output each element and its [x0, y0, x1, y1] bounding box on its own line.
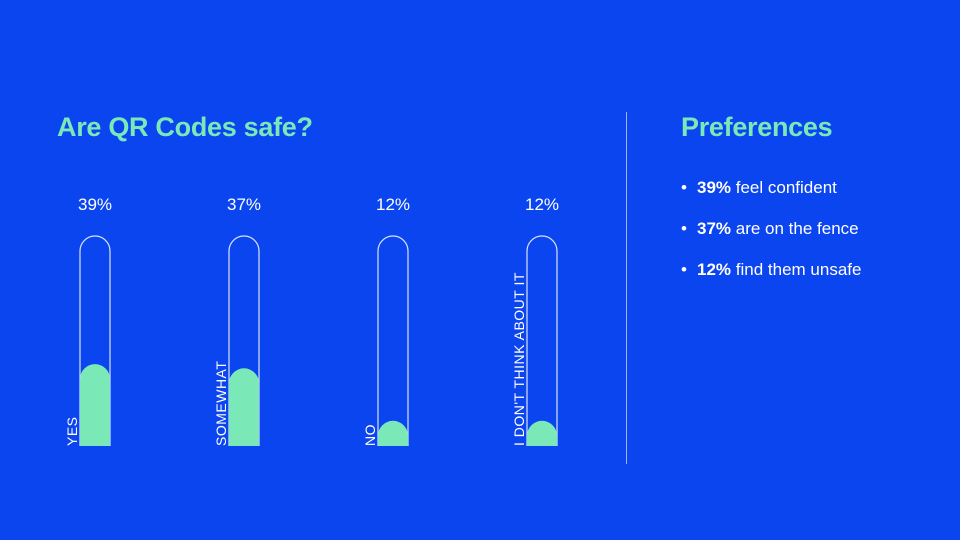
value-label: 37%: [227, 195, 261, 214]
category-label: SOMEWHAT: [213, 361, 229, 446]
bullet-icon: •: [681, 219, 687, 238]
preference-text: feel confident: [731, 178, 837, 197]
bar: [229, 368, 259, 446]
thermometer-bar-chart: 39% YES 37% SOMEWHAT 12% NO 12% I DON'T THINK A…: [64, 195, 559, 446]
value-label: 39%: [78, 195, 112, 214]
bar-outline: [377, 235, 409, 446]
bar-outline: [526, 235, 558, 446]
bar-outline: [79, 235, 111, 446]
category-label: I DON'T THINK ABOUT IT: [511, 272, 527, 446]
bullet-icon: •: [681, 260, 687, 279]
preference-item: • 37% are on the fence: [681, 217, 861, 258]
preferences-title: Preferences: [681, 112, 833, 142]
preference-value: 39%: [697, 178, 732, 197]
value-label: 12%: [525, 195, 559, 214]
preference-text: are on the fence: [731, 219, 859, 238]
preferences-list: • 39% feel confident • 37% are on the fenc…: [681, 176, 861, 299]
bar: [527, 420, 557, 446]
vertical-divider: [626, 112, 627, 464]
bar-outline: [228, 235, 260, 446]
value-label: 12%: [376, 195, 410, 214]
preference-text: find them unsafe: [731, 260, 862, 279]
preference-value: 37%: [697, 219, 732, 238]
category-label: NO: [362, 424, 378, 446]
preference-value: 12%: [697, 260, 732, 279]
bullet-icon: •: [681, 178, 687, 197]
category-label: YES: [64, 416, 80, 446]
chart-title: Are QR Codes safe?: [57, 112, 313, 142]
preference-item: • 39% feel confident: [681, 176, 861, 217]
preference-item: • 12% find them unsafe: [681, 258, 861, 299]
bar: [80, 364, 110, 446]
bar: [378, 420, 408, 446]
